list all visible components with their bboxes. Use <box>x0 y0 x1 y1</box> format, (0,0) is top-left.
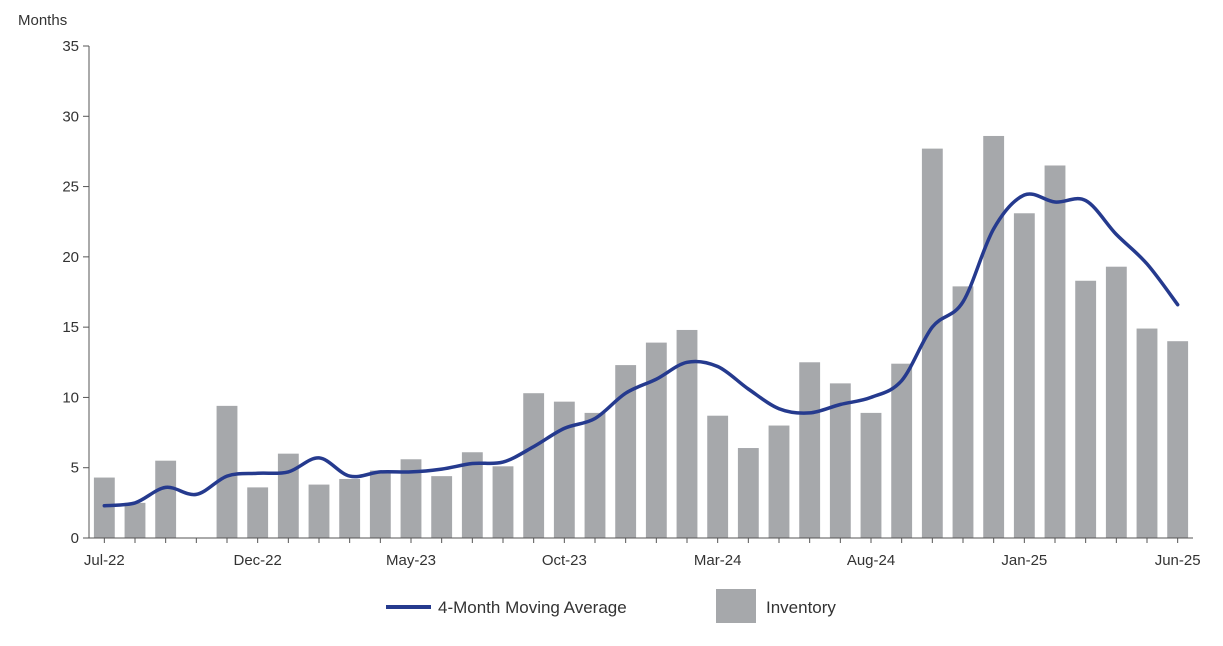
x-tick-label: Dec-22 <box>233 552 281 569</box>
x-tick-label: Jun-25 <box>1155 552 1201 569</box>
bar <box>1075 280 1097 538</box>
legend-label-moving-average: 4-Month Moving Average <box>438 598 627 617</box>
bar <box>247 487 269 538</box>
x-tick-label: Oct-23 <box>542 552 587 569</box>
y-tick-label: 25 <box>62 179 79 196</box>
y-axis-ticks: 0 5 10 15 20 25 30 35 <box>62 38 89 547</box>
bar <box>277 453 299 538</box>
bar <box>707 415 729 538</box>
moving-average-line <box>102 192 1180 508</box>
bar <box>1013 213 1035 538</box>
y-tick-label: 35 <box>62 38 79 55</box>
bar <box>1167 341 1189 538</box>
x-tick-label: Jan-25 <box>1001 552 1047 569</box>
x-tick-label: Mar-24 <box>694 552 742 569</box>
bar <box>799 362 821 538</box>
bar <box>737 448 759 538</box>
bar <box>431 476 453 538</box>
x-tick-label: Aug-24 <box>847 552 895 569</box>
y-tick-label: 10 <box>62 389 79 406</box>
bar <box>492 466 514 538</box>
bar <box>369 470 391 538</box>
bar <box>1136 328 1158 538</box>
y-axis-unit-label: Months <box>18 12 67 29</box>
legend-bar-swatch <box>716 589 756 623</box>
y-tick-label: 15 <box>62 319 79 336</box>
bar <box>983 135 1005 539</box>
bar <box>553 401 575 538</box>
bar <box>155 460 177 538</box>
bar <box>615 365 637 538</box>
bar <box>93 477 115 538</box>
bar <box>645 342 667 538</box>
y-tick-label: 5 <box>71 460 79 477</box>
bar <box>921 148 943 539</box>
bar <box>829 383 851 538</box>
x-axis-ticks: Jul-22 Dec-22 May-23 Oct-23 Mar-24 Aug-24 Jan-… <box>84 538 1201 569</box>
y-tick-label: 0 <box>71 530 79 547</box>
bar <box>124 502 146 538</box>
x-tick-label: Jul-22 <box>84 552 125 569</box>
bar <box>768 425 790 538</box>
bar <box>952 286 974 538</box>
bar <box>1105 266 1127 538</box>
bar <box>523 393 545 538</box>
bar <box>216 405 238 538</box>
legend: 4-Month Moving Average Inventory <box>386 589 836 623</box>
bar <box>584 412 606 538</box>
legend-label-inventory: Inventory <box>766 598 836 617</box>
bar <box>891 363 913 538</box>
y-tick-label: 30 <box>62 108 79 125</box>
bar <box>860 412 882 538</box>
bar <box>339 478 361 538</box>
bar <box>400 459 422 538</box>
inventory-bars <box>93 135 1189 539</box>
bar <box>676 329 698 538</box>
x-tick-label: May-23 <box>386 552 436 569</box>
bar <box>461 452 483 538</box>
bar <box>308 484 330 538</box>
bar <box>1044 165 1066 538</box>
y-tick-label: 20 <box>62 249 79 266</box>
